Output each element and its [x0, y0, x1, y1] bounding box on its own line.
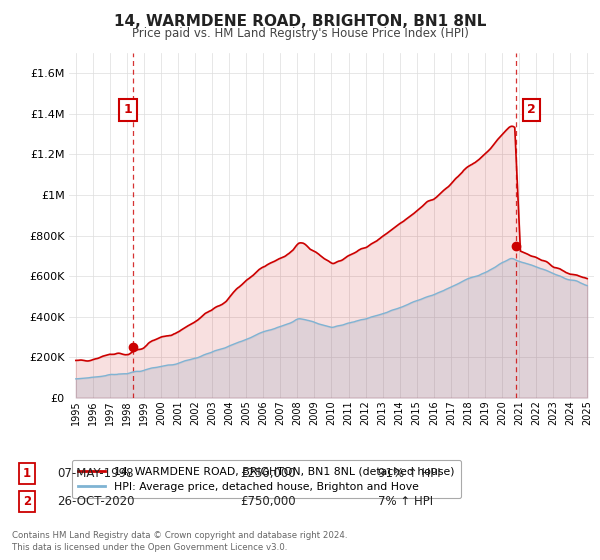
Text: 7% ↑ HPI: 7% ↑ HPI	[378, 494, 433, 508]
Text: 2: 2	[23, 494, 31, 508]
Text: 14, WARMDENE ROAD, BRIGHTON, BN1 8NL: 14, WARMDENE ROAD, BRIGHTON, BN1 8NL	[114, 14, 486, 29]
Text: 26-OCT-2020: 26-OCT-2020	[57, 494, 134, 508]
Text: £750,000: £750,000	[240, 494, 296, 508]
Text: 07-MAY-1998: 07-MAY-1998	[57, 466, 133, 480]
Text: £250,000: £250,000	[240, 466, 296, 480]
Text: Price paid vs. HM Land Registry's House Price Index (HPI): Price paid vs. HM Land Registry's House …	[131, 27, 469, 40]
Text: 91% ↑ HPI: 91% ↑ HPI	[378, 466, 440, 480]
Legend: 14, WARMDENE ROAD, BRIGHTON, BN1 8NL (detached house), HPI: Average price, detac: 14, WARMDENE ROAD, BRIGHTON, BN1 8NL (de…	[72, 460, 461, 498]
Text: 1: 1	[124, 104, 132, 116]
Text: 1: 1	[23, 466, 31, 480]
Text: 2: 2	[527, 104, 536, 116]
Text: Contains HM Land Registry data © Crown copyright and database right 2024.
This d: Contains HM Land Registry data © Crown c…	[12, 531, 347, 552]
